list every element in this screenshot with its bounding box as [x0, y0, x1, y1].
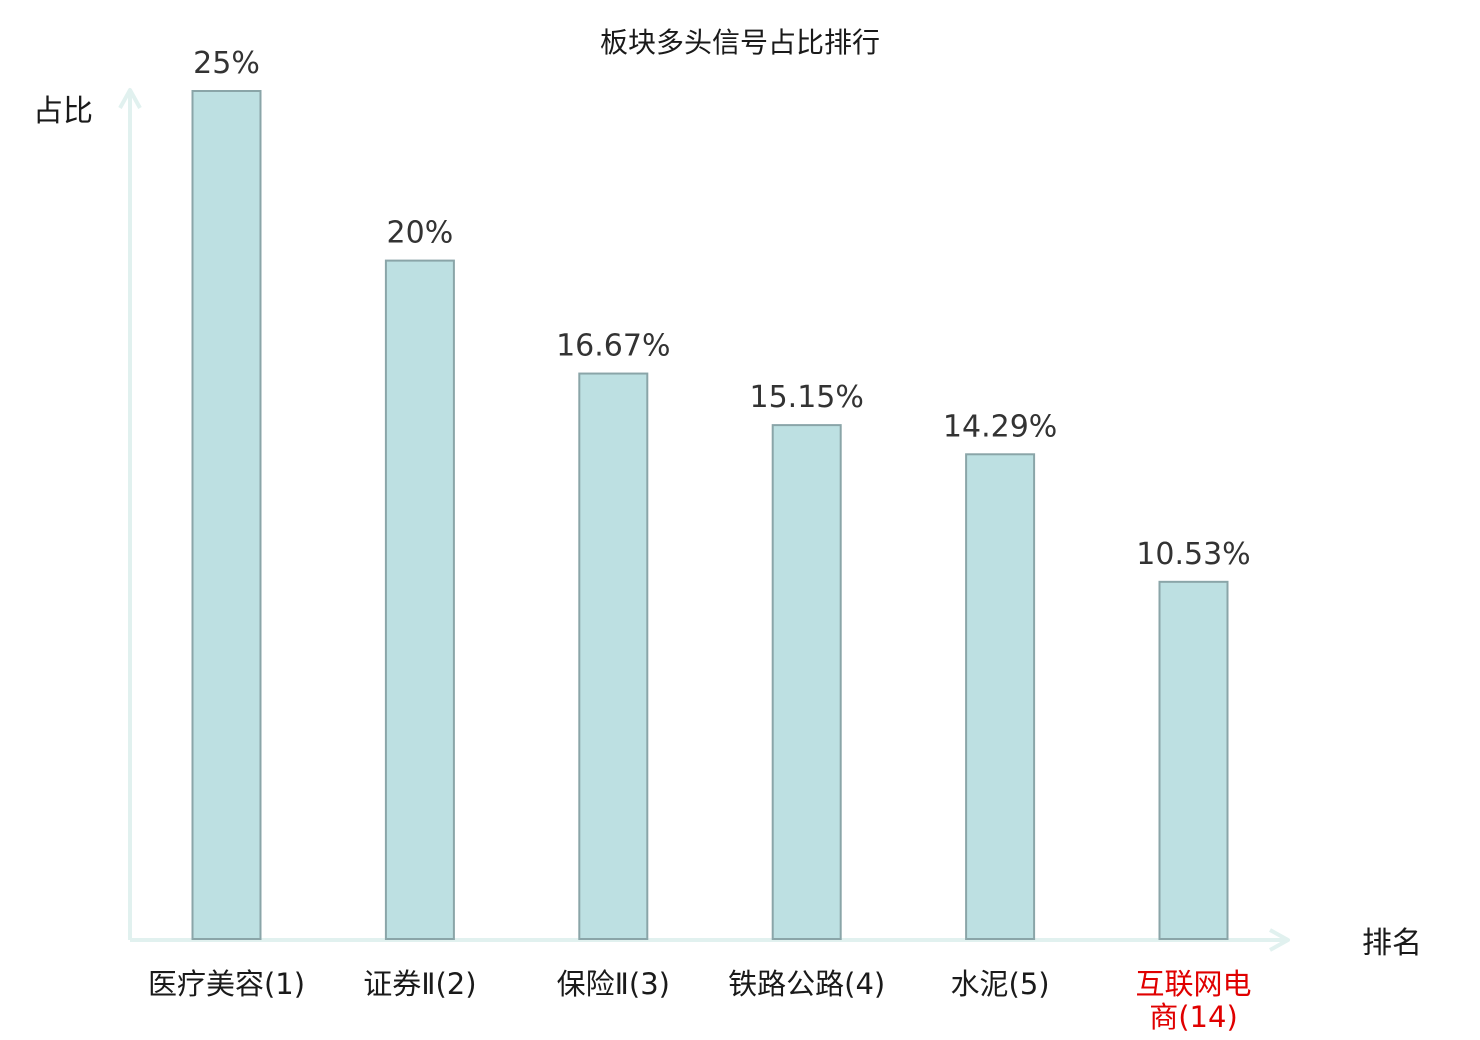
- bar-3: [578, 372, 649, 940]
- category-label-5: 水泥(5): [951, 967, 1050, 1001]
- value-label-2: 20%: [387, 216, 454, 251]
- category-label-3: 保险Ⅱ(3): [557, 967, 670, 1001]
- bar-2: [384, 259, 455, 941]
- category-label-5-line-1: 水泥(5): [951, 967, 1050, 1001]
- category-label-1: 医疗美容(1): [148, 967, 305, 1001]
- value-label-4: 15.15%: [750, 380, 864, 415]
- value-label-6: 10.53%: [1136, 537, 1250, 572]
- category-label-4-line-1: 铁路公路(4): [728, 967, 885, 1001]
- value-label-1: 25%: [193, 46, 260, 81]
- category-label-3-line-1: 保险Ⅱ(3): [557, 967, 670, 1001]
- value-label-3: 16.67%: [556, 329, 670, 364]
- bar-4: [771, 424, 842, 940]
- x-axis-label: 排名: [1362, 926, 1422, 961]
- y-axis-label: 占比: [33, 94, 93, 129]
- category-label-6-line-1: 互联网电: [1135, 967, 1251, 1001]
- value-label-5: 14.29%: [943, 409, 1057, 444]
- category-label-6: 互联网电商(14): [1135, 967, 1251, 1034]
- bar-6: [1158, 580, 1229, 940]
- category-label-2: 证券Ⅱ(2): [363, 967, 476, 1001]
- y-axis-arrow-head: [118, 88, 142, 109]
- bar-5: [965, 453, 1036, 940]
- chart-title: 板块多头信号占比排行: [600, 26, 880, 59]
- bar-1: [191, 90, 262, 940]
- category-label-1-line-1: 医疗美容(1): [148, 967, 305, 1001]
- category-label-2-line-1: 证券Ⅱ(2): [363, 967, 476, 1001]
- category-label-6-line-2: 商(14): [1149, 1000, 1238, 1034]
- x-axis-arrow-head: [1269, 928, 1290, 952]
- category-label-4: 铁路公路(4): [728, 967, 885, 1001]
- bars-group: 25% 医疗美容(1) 20% 证券Ⅱ(2) 16.67% 保险Ⅱ(3) 15.15% 铁路公…: [148, 46, 1252, 1034]
